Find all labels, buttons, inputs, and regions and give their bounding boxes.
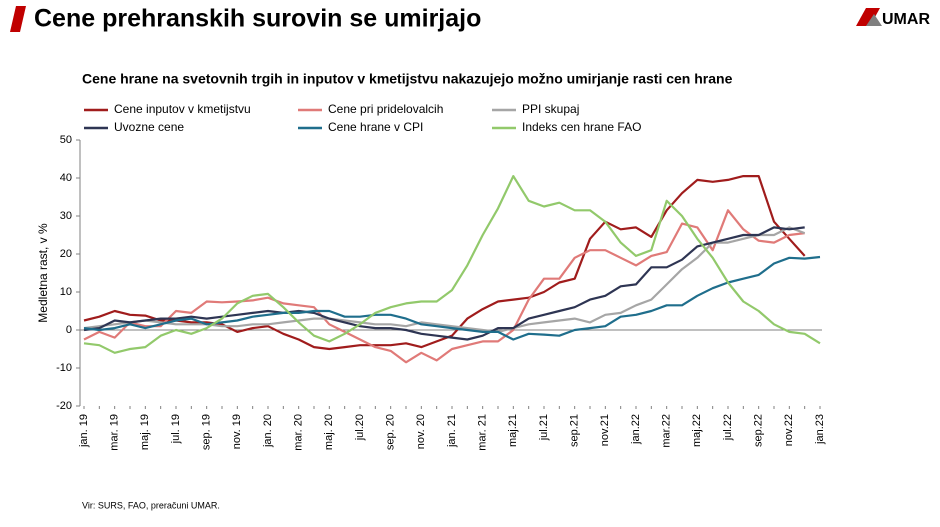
slide-title: Cene prehranskih surovin se umirjajo [34,5,481,33]
legend-label: Cene pri pridelovalcih [328,102,443,116]
legend-label: Cene hrane v CPI [328,120,423,134]
y-tick-label: 30 [60,210,72,222]
source: Vir: SURS, FAO, preračuni UMAR. [82,500,220,510]
y-tick-label: 20 [60,248,72,260]
x-tick-label: jan.23 [814,414,826,445]
x-tick-label: mar. 19 [109,414,121,451]
x-tick-label: jul.20 [354,414,366,441]
x-tick-label: nov. 19 [231,414,243,449]
x-tick-label: jan.22 [630,414,642,445]
logo-text: UMAR [882,11,930,28]
x-tick-label: sep. 20 [385,414,397,450]
y-tick-label: -10 [56,362,72,374]
y-tick-label: 10 [60,286,72,298]
series-line [83,209,805,364]
x-tick-label: nov. 20 [415,414,427,449]
series-line [83,255,821,341]
x-tick-label: jan. 20 [262,414,274,448]
x-tick-label: nov.22 [783,414,795,446]
y-tick-label: 50 [60,134,72,146]
x-tick-label: jul.21 [538,414,550,441]
chart-title: Cene hrane na svetovnih trgih in inputov… [82,71,733,87]
series-line [83,226,805,341]
series-line [83,175,821,354]
y-tick-label: -20 [56,400,72,412]
x-tick-label: maj. 20 [323,414,335,450]
title-marker [10,6,26,32]
x-tick-label: maj.21 [507,414,519,447]
logo-mark [856,8,880,26]
x-tick-label: maj.22 [691,414,703,447]
legend-label: Cene inputov v kmetijstvu [114,102,251,116]
y-tick-label: 0 [66,324,72,336]
legend-label: Indeks cen hrane FAO [522,120,641,134]
legend-label: PPI skupaj [522,102,579,116]
x-tick-label: sep. 19 [201,414,213,450]
x-tick-label: jan. 21 [446,414,458,448]
y-axis-label: Medletna rast, v % [36,223,50,323]
x-tick-label: nov.21 [599,414,611,446]
x-tick-label: sep.22 [753,414,765,447]
x-tick-label: jul.22 [722,414,734,441]
x-tick-label: jul. 19 [170,414,182,444]
x-tick-label: sep.21 [569,414,581,447]
y-tick-label: 40 [60,172,72,184]
x-tick-label: mar.22 [661,414,673,448]
x-tick-label: mar. 21 [477,414,489,451]
x-tick-label: maj. 19 [139,414,151,450]
x-tick-label: mar. 20 [293,414,305,451]
legend-label: Uvozne cene [114,120,184,134]
x-tick-label: jan. 19 [78,414,90,448]
logo-mark [866,14,882,26]
series-line [83,175,806,351]
